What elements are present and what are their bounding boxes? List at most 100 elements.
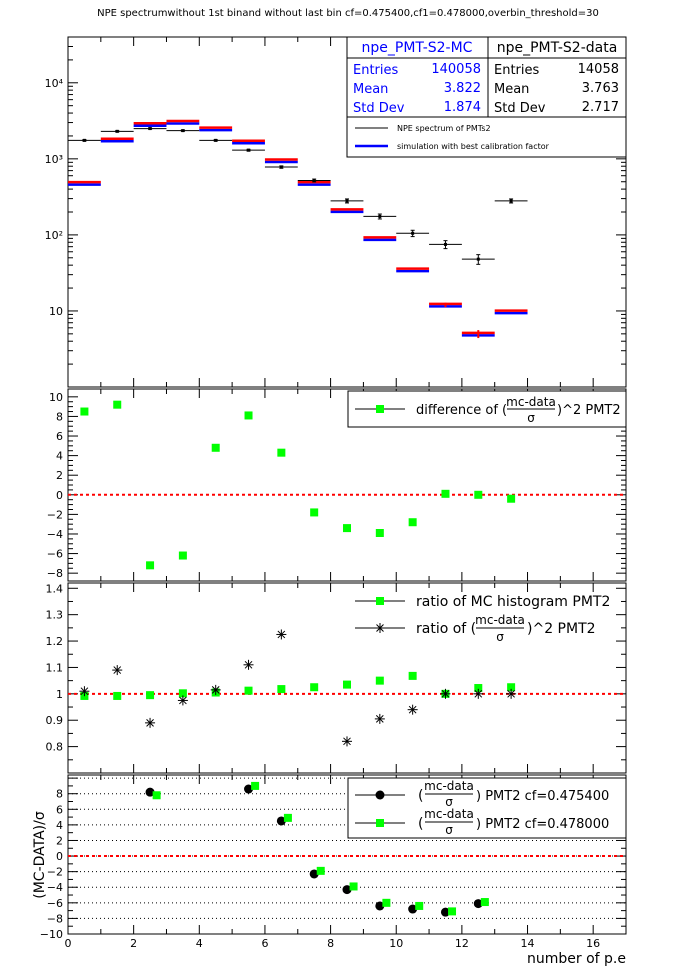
legend4-open2: ( <box>418 816 423 832</box>
data-std-label: Std Dev <box>494 101 546 116</box>
x-tick-label: 12 <box>455 937 469 950</box>
legend3-star-marker <box>375 623 385 633</box>
residual-cf2-point <box>251 781 260 790</box>
y-tick-label: 1.3 <box>46 609 64 622</box>
difference-point <box>408 518 417 527</box>
residual-cf2-point <box>448 907 457 916</box>
spectrum-legend: NPE spectrum of PMTs2 simulation with be… <box>346 116 627 158</box>
data-point <box>247 148 251 152</box>
difference-point <box>507 494 516 503</box>
legend4-open1: ( <box>418 788 423 804</box>
x-tick-label: 10 <box>389 937 403 950</box>
legend4-post1: ) PMT2 cf=0.475400 <box>476 789 609 804</box>
y-tick-label: −4 <box>47 528 63 541</box>
y-tick-label: −6 <box>47 548 63 561</box>
difference-point <box>277 448 286 457</box>
y-tick-label: 4 <box>56 819 63 832</box>
y-tick-label: 10³ <box>45 153 63 166</box>
data-point <box>476 257 480 261</box>
residual-cf2-point <box>316 866 325 875</box>
y-tick-label: 0 <box>56 489 63 502</box>
ratio-star-point <box>112 665 123 676</box>
x-tick-label: 14 <box>521 937 535 950</box>
y-tick-label: −2 <box>47 866 63 879</box>
ratio-mc-point <box>277 685 286 694</box>
ratio-mc-point <box>146 691 155 700</box>
y-tick-label: 6 <box>56 803 63 816</box>
data-std-value: 2.717 <box>582 100 619 115</box>
mc-mean-label: Mean <box>353 82 388 97</box>
residual-cf1-point <box>276 816 286 826</box>
data-point <box>181 129 185 133</box>
x-tick-label: 16 <box>586 937 600 950</box>
residual-cf1-point <box>375 901 385 911</box>
y-tick-label: 10² <box>45 229 63 242</box>
y-tick-label: 0 <box>56 850 63 863</box>
data-point <box>411 231 415 235</box>
residual-y-axis-label: (MC-DATA)/σ <box>32 811 48 899</box>
ratio-mc-point <box>408 671 417 680</box>
ratio-mc-point <box>178 689 187 698</box>
legend2-post: )^2 PMT2 <box>557 403 621 418</box>
difference-legend: difference of ( mc-data σ )^2 PMT2 <box>347 390 627 428</box>
data-point <box>345 199 349 203</box>
y-tick-label: 2 <box>56 834 63 847</box>
ratio-panel: 0.8 0.9 1 1.1 1.2 1.3 1.4 <box>46 582 627 774</box>
data-entries-label: Entries <box>494 63 540 78</box>
residual-legend: ( mc-data σ ) PMT2 cf=0.475400 ( mc-data… <box>347 777 627 839</box>
y-tick-label: 0.8 <box>46 741 64 754</box>
difference-point <box>178 551 187 560</box>
residual-cf1-point <box>342 885 352 895</box>
legend2-pre: difference of ( <box>416 403 507 418</box>
mc-entries-label: Entries <box>353 63 399 78</box>
residual-cf2-point <box>382 898 391 907</box>
difference-point <box>211 443 220 452</box>
residual-cf1-point <box>440 907 450 917</box>
x-tick-label: 6 <box>261 937 268 950</box>
ratio-star-point <box>440 688 451 699</box>
difference-panel: −8 −6 −4 −2 0 2 4 6 8 10 <box>47 388 627 582</box>
y-tick-label: −4 <box>47 881 63 894</box>
y-tick-label: 8 <box>56 788 63 801</box>
legend3-first: ratio of MC histogram PMT2 <box>416 594 610 610</box>
y-tick-label: 6 <box>56 430 63 443</box>
ratio-star-point <box>407 704 418 715</box>
legend4-post2: ) PMT2 cf=0.478000 <box>476 817 609 832</box>
legend4-den1: σ <box>445 795 453 809</box>
ratio-star-point <box>243 659 254 670</box>
residual-cf2-point <box>480 898 489 907</box>
ratio-mc-point <box>474 684 483 693</box>
difference-point <box>474 490 483 499</box>
legend-mc-label: simulation with best calibration factor <box>397 142 550 151</box>
y-tick-label: 10 <box>49 305 63 318</box>
difference-point <box>441 489 450 498</box>
y-tick-label: −8 <box>47 912 63 925</box>
ratio-mc-point <box>113 691 122 700</box>
data-point <box>279 165 283 169</box>
ratio-mc-point <box>375 676 384 685</box>
ratio-mc-point <box>507 683 516 692</box>
difference-point <box>244 411 253 420</box>
residual-cf2-point <box>152 791 161 800</box>
ratio-mc-point <box>310 683 319 692</box>
residual-cf2-point <box>283 813 292 822</box>
x-axis-label: number of p.e <box>527 951 626 967</box>
residual-frame <box>67 774 627 935</box>
ratio-star-point <box>79 686 90 697</box>
legend2-den: σ <box>527 411 535 425</box>
difference-point <box>343 524 351 533</box>
legend4-num1: mc-data <box>424 779 474 793</box>
mc-std-label: Std Dev <box>353 101 405 116</box>
legend3-num: mc-data <box>475 613 525 627</box>
data-stats-name: npe_PMT-S2-data <box>497 40 618 56</box>
y-tick-label: 2 <box>56 469 63 482</box>
residual-cf1-point <box>309 869 319 879</box>
ratio-mc-point <box>244 686 253 695</box>
legend3-post: )^2 PMT2 <box>527 621 596 637</box>
y-tick-label: 1.2 <box>46 635 64 648</box>
y-tick-label: −8 <box>47 567 63 580</box>
data-point <box>378 214 382 218</box>
x-tick-label: 8 <box>327 937 334 950</box>
ratio-star-point <box>276 629 287 640</box>
ratio-frame <box>67 582 627 774</box>
